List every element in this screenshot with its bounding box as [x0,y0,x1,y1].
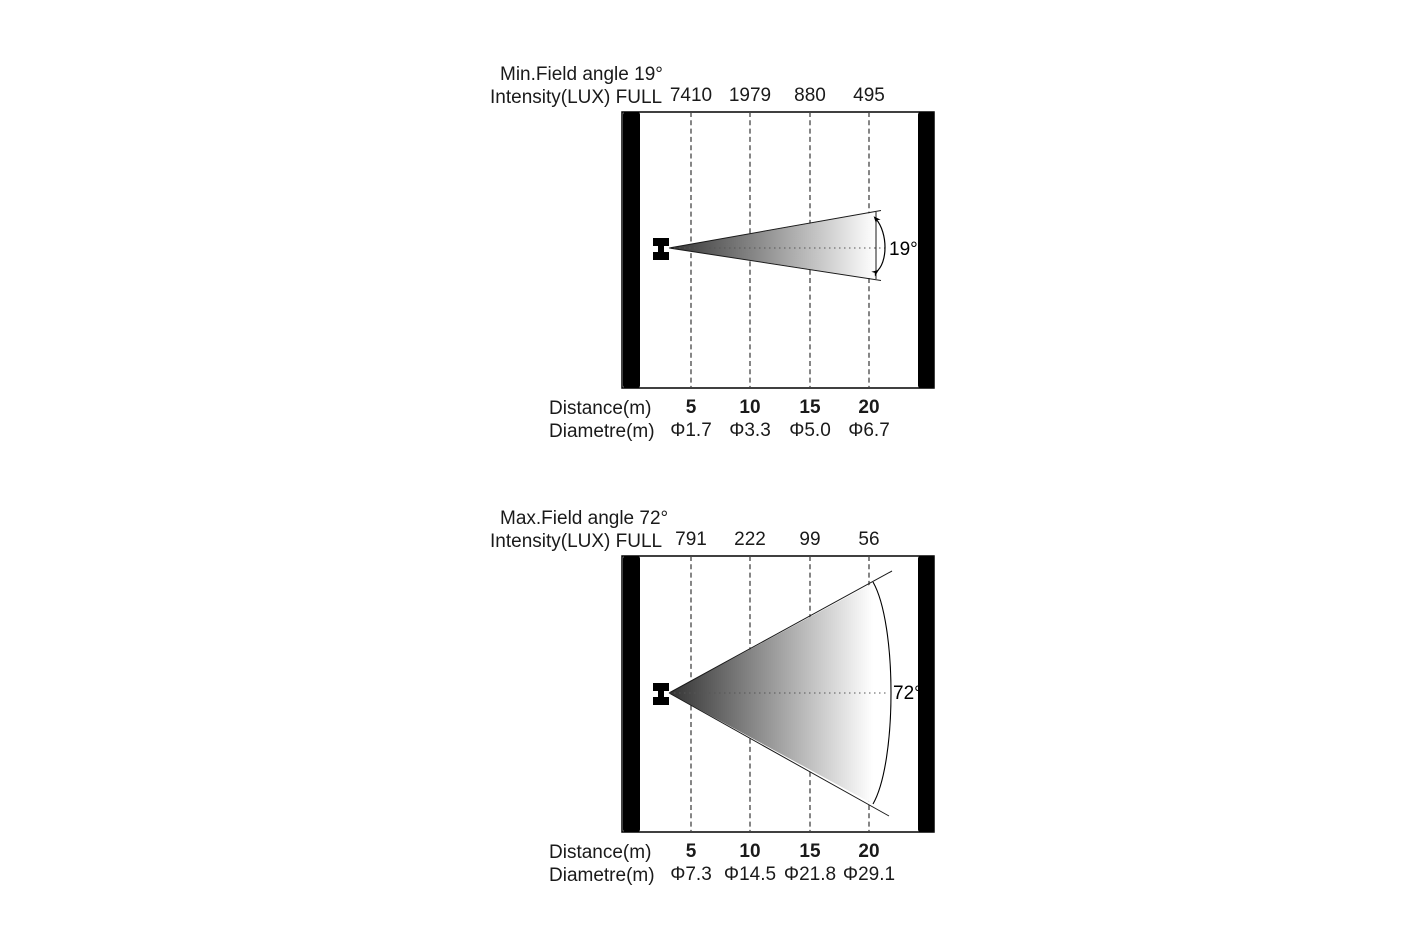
svg-text:72°: 72° [893,683,922,704]
svg-text:19°: 19° [889,239,918,260]
